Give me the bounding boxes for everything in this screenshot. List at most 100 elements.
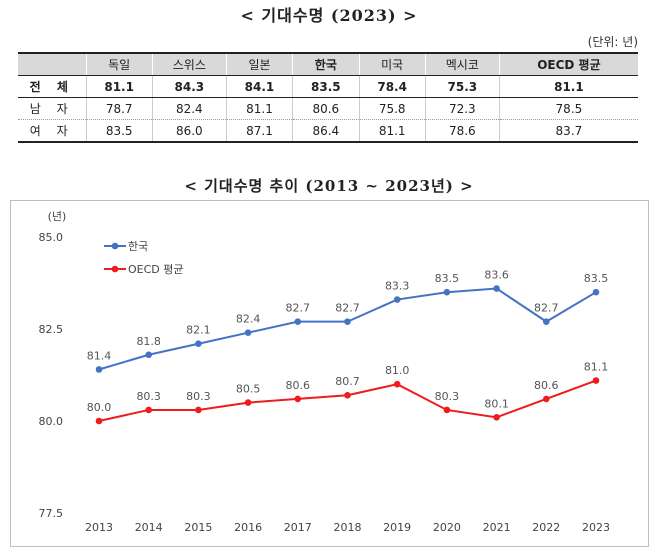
table-cell: 78.7 [85,97,153,120]
data-label: 81.0 [385,364,410,377]
data-label: 80.3 [186,390,211,403]
data-label: 81.1 [584,361,609,374]
data-point [393,380,401,388]
data-point [95,417,103,425]
data-point [145,406,152,414]
table-header-cell: 독일 [85,52,153,76]
table-cell: 83.7 [498,119,638,143]
data-label: 80.6 [286,379,311,392]
data-label: 83.5 [435,272,460,285]
table-cell: 81.1 [358,119,426,143]
y-tick-label: 85.0 [39,231,64,244]
data-label: 80.3 [136,390,161,403]
data-label: 82.4 [236,313,261,326]
table-cell: 81.1 [85,75,153,98]
table-header-cell: 한국 [292,52,359,76]
data-label: 83.5 [584,272,609,285]
table-row: 남 자 78.7 82.4 81.1 80.6 75.8 72.3 78.5 [18,97,638,120]
x-tick-label: 2018 [334,521,362,534]
table-cell: 81.1 [225,97,293,120]
table-cell: 78.5 [498,97,638,120]
data-point [195,406,202,414]
data-point [344,318,351,325]
data-label: 83.6 [484,269,509,282]
table-cell: 84.3 [151,75,227,98]
data-point [543,395,550,403]
data-point [493,285,500,292]
table-title: < 기대수명 (2023) > [240,6,418,25]
data-label: 80.7 [335,375,360,388]
data-label: 80.1 [484,397,509,410]
y-axis-unit-label: (년) [48,210,67,223]
line-chart: (년) 85.0 82.5 80.0 77.5 2013 2014 2015 2016 2017 2… [39,210,611,534]
data-label: 80.3 [435,390,460,403]
table-row: 여 자 83.5 86.0 87.1 86.4 81.1 78.6 83.7 [18,119,638,143]
data-point [443,406,451,414]
y-tick-label: 77.5 [39,507,64,520]
table-cell: 75.8 [358,97,426,120]
table-cell: 86.4 [292,119,359,143]
table-cell: 87.1 [225,119,293,143]
table-header-cell [18,52,86,76]
table-cell: 78.4 [358,75,426,98]
x-tick-label: 2023 [582,521,610,534]
legend-label: OECD 평균 [128,263,184,276]
table-cell: 78.6 [424,119,500,143]
data-point [195,340,202,348]
data-point [145,351,152,359]
table-row: 전 체 81.1 84.3 84.1 83.5 78.4 75.3 81.1 [18,75,638,98]
data-point [592,377,600,384]
life-expectancy-table: 독일 스위스 일본 한국 미국 멕시코 OECD 평균 전 체 81.1 84.… [18,52,638,143]
data-point [443,288,451,296]
table-cell: 남 자 [18,97,86,120]
legend-label: 한국 [128,240,148,253]
chart-frame: (년) 85.0 82.5 80.0 77.5 2013 2014 2015 2016 2017 2… [10,200,649,547]
table-header-cell: 일본 [225,52,293,76]
table-cell: 72.3 [424,97,500,120]
table-cell: 75.3 [424,75,500,98]
table-cell: 여 자 [18,119,86,143]
data-label: 81.8 [136,335,161,348]
data-label: 82.7 [286,302,311,315]
data-label: 82.7 [335,302,360,315]
table-cell: 80.6 [292,97,359,120]
data-point [493,414,500,421]
table-header-cell: OECD 평균 [498,52,638,76]
x-tick-label: 2015 [184,521,212,534]
y-tick-label: 80.0 [39,415,64,428]
unit-label: (단위: 년) [587,35,638,49]
table-cell: 83.5 [292,75,359,98]
data-point [344,391,351,399]
data-point [543,318,550,325]
data-label: 80.0 [87,401,112,414]
table-cell: 86.0 [151,119,227,143]
table-header-row: 독일 스위스 일본 한국 미국 멕시코 OECD 평균 [18,52,638,76]
table-header-cell: 미국 [358,52,426,76]
x-tick-label: 2013 [85,521,113,534]
chart-title: < 기대수명 추이 (2013 ~ 2023년) > [184,177,474,195]
table-header-cell: 스위스 [151,52,227,76]
x-tick-label: 2020 [433,521,461,534]
data-label: 80.5 [236,383,261,396]
table-cell: 82.4 [151,97,227,120]
legend-marker [111,265,119,273]
data-label: 82.7 [534,302,559,315]
data-label: 81.4 [87,349,112,362]
x-tick-label: 2016 [234,521,262,534]
data-point [592,288,600,296]
table-cell: 83.5 [85,119,153,143]
table-header-cell: 멕시코 [424,52,500,76]
legend-marker [111,242,119,250]
data-point [393,296,401,303]
table-cell: 전 체 [18,75,86,98]
data-point [95,366,103,373]
x-tick-label: 2022 [532,521,560,534]
data-point [294,318,302,325]
table-cell: 81.1 [498,75,638,98]
data-label: 82.1 [186,324,211,337]
x-tick-label: 2021 [483,521,511,534]
y-tick-label: 82.5 [39,323,64,336]
x-tick-label: 2019 [383,521,411,534]
table-cell: 84.1 [225,75,293,98]
x-tick-label: 2017 [284,521,312,534]
